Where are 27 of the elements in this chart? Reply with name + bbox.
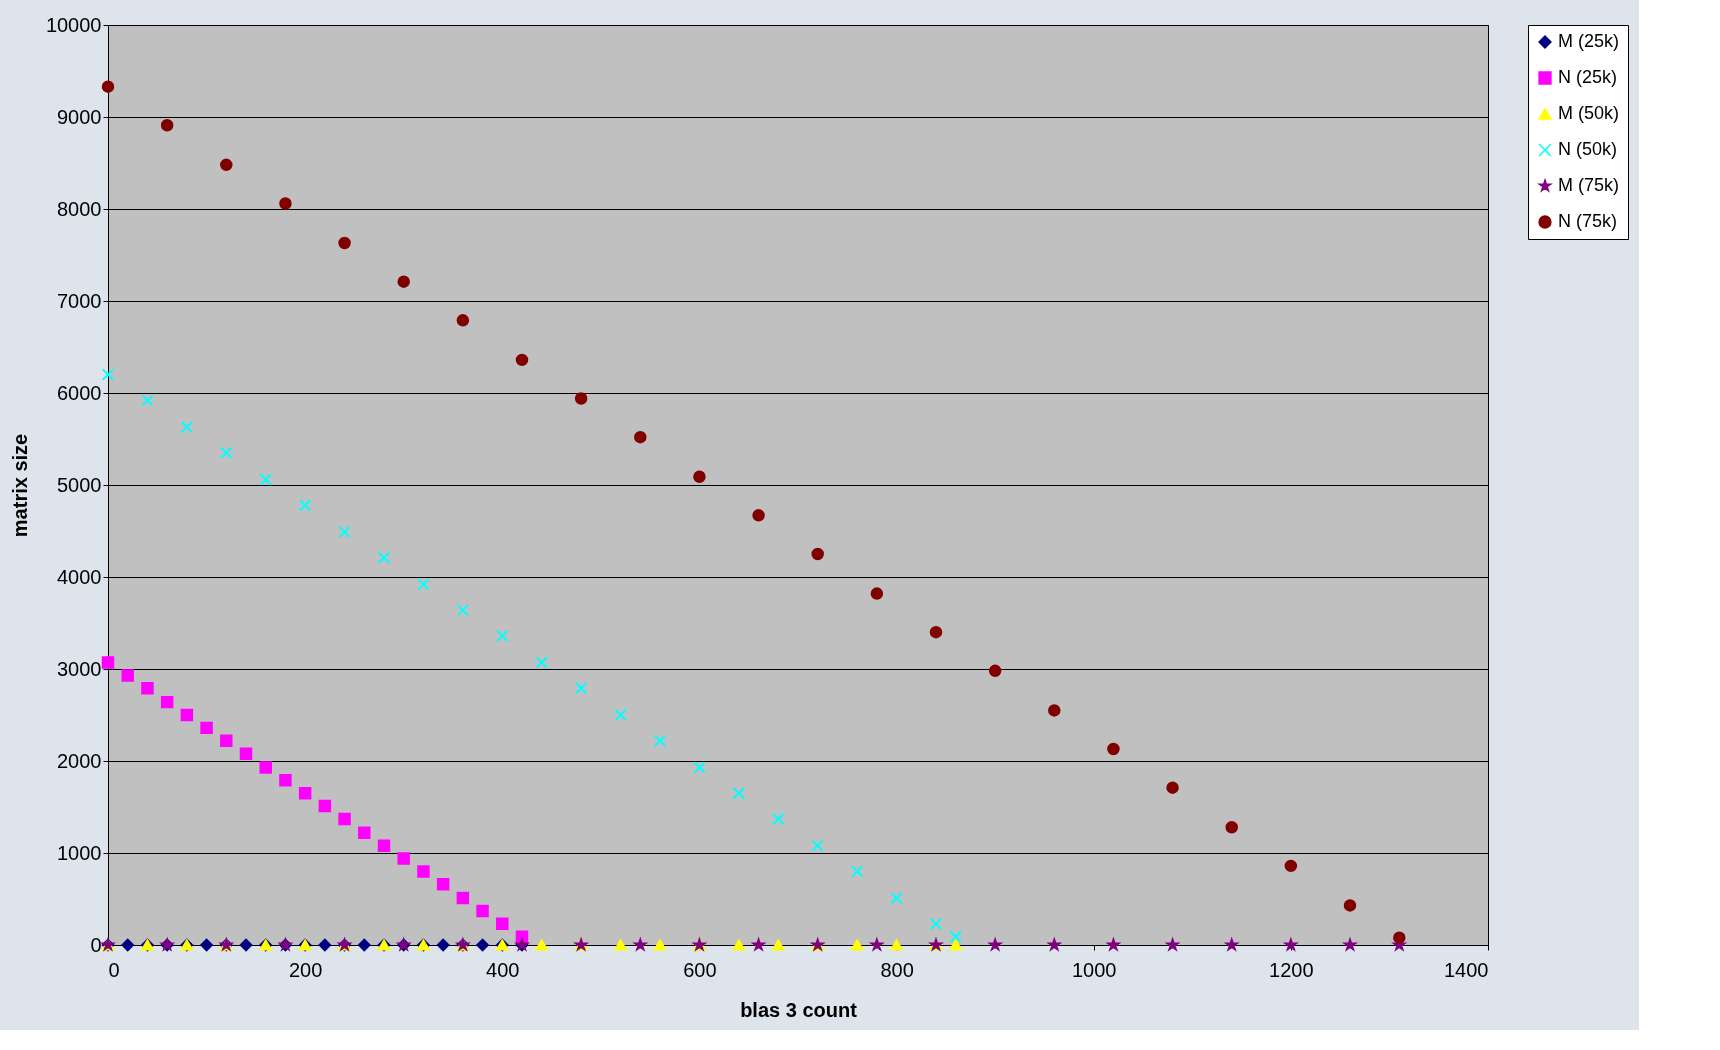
y-tick-label: 4000 (57, 565, 102, 588)
y-tick-label: 1000 (57, 841, 102, 864)
x-tick-label: 600 (683, 958, 717, 981)
x-tick-label: 400 (486, 958, 520, 981)
legend-label: N (50k) (1558, 139, 1618, 159)
y-tick-label: 6000 (57, 381, 102, 404)
y-tick-label: 8000 (57, 197, 102, 220)
y-tick-label: 2000 (57, 749, 102, 772)
legend-label: N (25k) (1558, 67, 1618, 87)
y-tick-label: 5000 (57, 473, 102, 496)
y-axis-title: matrix size (8, 433, 31, 538)
y-tick-label: 9000 (57, 105, 102, 128)
x-tick-label: 1000 (1071, 958, 1117, 981)
legend-label: M (75k) (1558, 175, 1620, 195)
legend-label: N (75k) (1558, 211, 1618, 231)
legend-label: M (50k) (1558, 103, 1620, 123)
x-tick-label: 200 (288, 958, 323, 981)
legend-label: M (25k) (1558, 31, 1620, 51)
y-tick-label: 3000 (57, 657, 102, 680)
x-tick-label: 800 (880, 958, 914, 981)
y-tick-label: 7000 (57, 289, 102, 312)
x-axis-title: blas 3 count (740, 998, 858, 1021)
y-tick-label: 10000 (45, 13, 102, 36)
x-tick-label: 0 (108, 958, 120, 981)
y-tick-label: 0 (90, 933, 102, 956)
x-tick-label: 1200 (1269, 958, 1314, 981)
x-tick-label: 1400 (1444, 958, 1489, 981)
